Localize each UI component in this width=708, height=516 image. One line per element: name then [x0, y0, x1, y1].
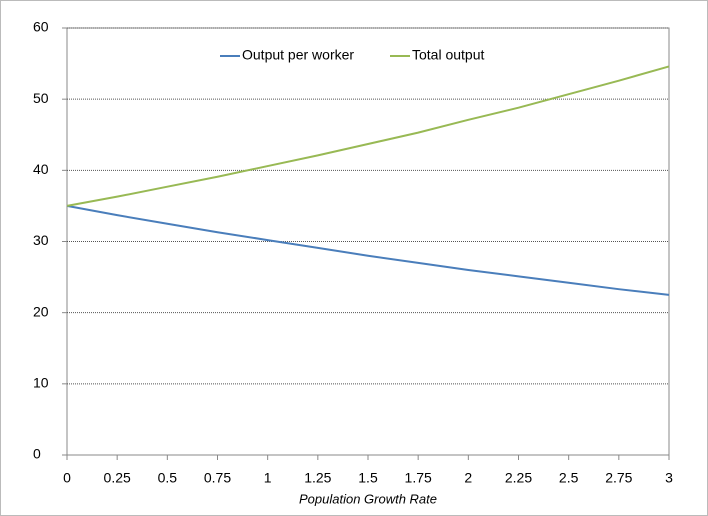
x-tick-label: 1.25: [304, 470, 331, 486]
y-tick-label: 30: [33, 232, 49, 248]
x-tick-label: 0.25: [104, 470, 131, 486]
x-tick-label: 2.5: [559, 470, 579, 486]
x-tick-label: 0.5: [158, 470, 178, 486]
y-tick-label: 20: [33, 303, 49, 319]
x-tick-label: 0.75: [204, 470, 231, 486]
x-tick-label: 2.75: [605, 470, 632, 486]
x-tick-label: 1.5: [358, 470, 378, 486]
series-line: [66, 65, 670, 207]
y-tick-label: 10: [33, 375, 49, 391]
series-line: [66, 204, 670, 296]
y-tick-label: 0: [33, 446, 41, 462]
y-tick-label: 50: [33, 90, 49, 106]
x-axis-title: Population Growth Rate: [299, 491, 437, 506]
x-tick-label: 3: [665, 470, 673, 486]
x-tick-label: 2: [464, 470, 472, 486]
x-tick-label: 1: [264, 470, 272, 486]
legend-label: Total output: [412, 47, 484, 63]
x-tick-label: 1.75: [405, 470, 432, 486]
x-tick-label: 2.25: [505, 470, 532, 486]
y-tick-label: 40: [33, 161, 49, 177]
legend-label: Output per worker: [242, 47, 354, 63]
x-tick-label: 0: [63, 470, 71, 486]
y-tick-label: 60: [33, 19, 49, 35]
